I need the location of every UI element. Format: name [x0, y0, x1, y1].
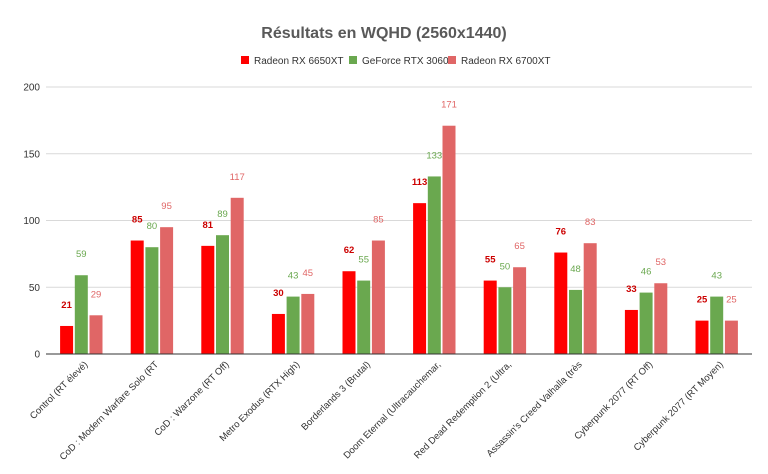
bar	[201, 245, 215, 354]
legend-swatch	[241, 56, 249, 64]
legend: Radeon RX 6650XT GeForce RTX 3060 Radeon R…	[241, 56, 551, 67]
bar	[216, 235, 229, 354]
y-tick-label: 0	[34, 350, 40, 361]
bar	[554, 252, 568, 354]
y-axis-ticks: 0 50 100 150 200	[23, 83, 40, 361]
data-label: 62	[344, 245, 355, 256]
y-tick-label: 100	[23, 216, 40, 227]
data-label: 25	[697, 295, 708, 306]
legend-label: Radeon RX 6700XT	[461, 56, 551, 67]
x-tick-label: Metro Exodus (RTX High)	[218, 359, 303, 444]
legend-swatch	[448, 56, 456, 64]
legend-label: Radeon RX 6650XT	[254, 56, 344, 67]
bar	[654, 283, 668, 354]
bar	[724, 320, 738, 354]
y-tick-label: 200	[23, 83, 40, 94]
bar	[569, 289, 582, 354]
data-label: 55	[485, 255, 496, 266]
data-label: 113	[412, 177, 427, 188]
data-label: 65	[514, 241, 525, 252]
data-label: 33	[626, 284, 637, 295]
data-label: 48	[570, 264, 581, 275]
bar	[357, 280, 371, 354]
data-label: 21	[61, 300, 72, 311]
data-label: 43	[288, 271, 299, 282]
bar	[413, 203, 427, 354]
bar	[342, 271, 356, 354]
data-label: 117	[230, 172, 245, 183]
bar	[130, 240, 144, 354]
bar	[483, 280, 497, 354]
data-label: 59	[76, 249, 87, 260]
y-tick-label: 50	[29, 283, 41, 294]
x-tick-label: Borderlands 3 (Brutal)	[299, 359, 372, 432]
chart-title: Résultats en WQHD (2560x1440)	[261, 25, 506, 42]
bar	[371, 240, 385, 354]
bar	[286, 296, 300, 354]
gridlines	[46, 86, 752, 288]
x-tick-label: Control (RT élevé)	[28, 359, 90, 421]
data-label: 25	[726, 295, 737, 306]
data-label: 53	[656, 257, 667, 268]
bar	[160, 227, 174, 354]
data-label: 30	[273, 288, 284, 299]
data-label: 85	[373, 215, 384, 226]
bar	[74, 275, 88, 354]
data-label: 171	[441, 100, 457, 111]
bar	[271, 313, 285, 354]
bar	[695, 320, 709, 354]
data-label: 83	[585, 217, 596, 228]
bar	[89, 315, 103, 354]
data-label: 29	[91, 289, 102, 300]
data-label: 50	[500, 261, 511, 272]
data-label: 45	[303, 268, 314, 279]
data-label: 55	[358, 255, 369, 266]
bar	[442, 125, 456, 354]
bar	[710, 296, 724, 354]
data-label: 46	[641, 267, 652, 278]
bar	[498, 287, 512, 354]
bar	[230, 197, 244, 354]
data-label: 81	[203, 220, 214, 231]
bar	[583, 243, 597, 354]
bar	[145, 247, 159, 354]
bar	[624, 309, 638, 354]
data-label: 76	[556, 227, 567, 238]
data-label: 85	[132, 215, 143, 226]
legend-label: GeForce RTX 3060	[362, 56, 449, 67]
bar	[60, 325, 74, 354]
bar	[639, 292, 653, 354]
data-label: 95	[161, 201, 172, 212]
y-tick-label: 150	[23, 149, 40, 160]
bar	[513, 267, 527, 354]
bars	[60, 125, 738, 354]
x-tick-label: Cyberpunk 2077 (RT Off)	[572, 359, 655, 442]
bar	[427, 176, 441, 354]
bar	[301, 293, 315, 354]
data-label: 133	[426, 150, 442, 161]
data-label: 43	[711, 271, 722, 282]
x-tick-label: CoD : Warzone (RT Off)	[152, 359, 231, 438]
x-axis-labels: Control (RT élevé)CoD : Modern Warfare S…	[28, 359, 726, 463]
data-label: 89	[217, 209, 228, 220]
data-label: 80	[147, 221, 158, 232]
legend-swatch	[349, 56, 357, 64]
